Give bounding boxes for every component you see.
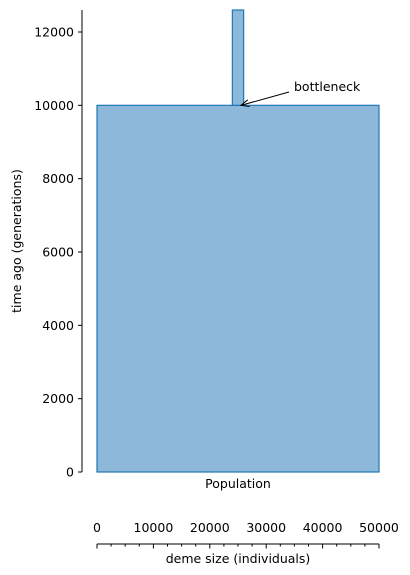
epoch-1 bbox=[231, 9, 245, 106]
x-tick-label: 30000 bbox=[246, 520, 286, 535]
y-tick-label: 2000 bbox=[42, 391, 74, 406]
y-axis: 0 2000 4000 6000 8000 10000 12000 bbox=[34, 10, 83, 480]
x-tick-label: 50000 bbox=[359, 520, 399, 535]
y-tick-label: 6000 bbox=[42, 245, 74, 260]
population-label: Population bbox=[205, 476, 271, 491]
x-axis-label: deme size (individuals) bbox=[166, 551, 311, 566]
annotation-label: bottleneck bbox=[294, 79, 361, 94]
x-tick-label: 20000 bbox=[190, 520, 230, 535]
y-axis-label: time ago (generations) bbox=[9, 169, 24, 313]
x-tick-label: 0 bbox=[93, 520, 101, 535]
size-scale-axis: 0 10000 20000 30000 40000 50000 bbox=[93, 520, 399, 549]
y-tick-label: 10000 bbox=[34, 98, 74, 113]
x-tick-label: 40000 bbox=[303, 520, 343, 535]
epoch-0 bbox=[96, 104, 380, 473]
x-tick-label: 10000 bbox=[134, 520, 174, 535]
y-tick-label: 4000 bbox=[42, 318, 74, 333]
bottleneck-annotation: bottleneck bbox=[239, 79, 361, 108]
annotation-arrow bbox=[240, 91, 290, 106]
y-tick-label: 8000 bbox=[42, 171, 74, 186]
population-deme bbox=[96, 9, 380, 473]
y-tick-label: 12000 bbox=[34, 25, 74, 40]
annotation-arrowhead bbox=[239, 99, 250, 108]
y-tick-label: 0 bbox=[66, 465, 74, 480]
